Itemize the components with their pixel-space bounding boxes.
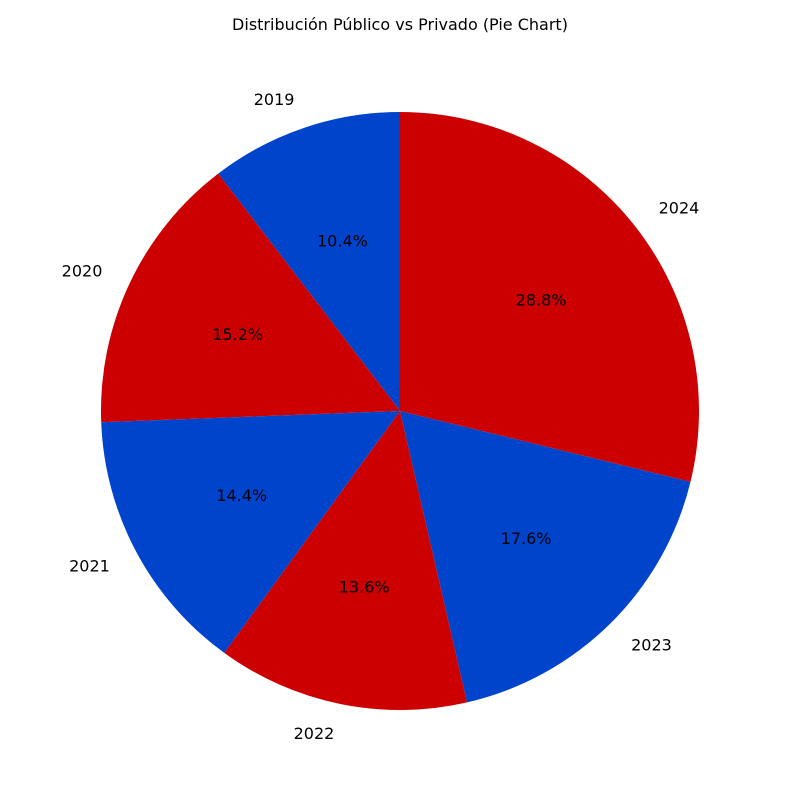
pie-slice-2024: [400, 112, 699, 482]
percent-label-2019: 10.4%: [317, 232, 368, 251]
percent-label-2021: 14.4%: [216, 486, 267, 505]
category-label-2019: 2019: [254, 90, 295, 109]
pie-slice-2019: [218, 112, 400, 411]
pie-slice-2022: [224, 411, 468, 711]
percent-label-2023: 17.6%: [501, 529, 552, 548]
category-labels: 2019 2020 2021 2022 2023 2024: [62, 90, 700, 743]
pie-slice-2021: [101, 411, 400, 653]
percent-label-2022: 13.6%: [339, 577, 390, 596]
category-label-2020: 2020: [62, 261, 103, 280]
category-label-2021: 2021: [69, 556, 110, 575]
category-label-2022: 2022: [294, 724, 335, 743]
percent-label-2024: 28.8%: [516, 291, 567, 310]
category-label-2023: 2023: [631, 636, 672, 655]
percent-labels: 10.4% 15.2% 14.4% 13.6% 17.6% 28.8%: [212, 232, 566, 597]
category-label-2024: 2024: [659, 198, 700, 217]
pie-slice-2023: [400, 411, 691, 703]
pie-slices: [100, 112, 699, 711]
percent-label-2020: 15.2%: [212, 325, 263, 344]
pie-slice-2020: [100, 173, 400, 423]
chart-title: Distribución Público vs Privado (Pie Cha…: [232, 15, 568, 34]
